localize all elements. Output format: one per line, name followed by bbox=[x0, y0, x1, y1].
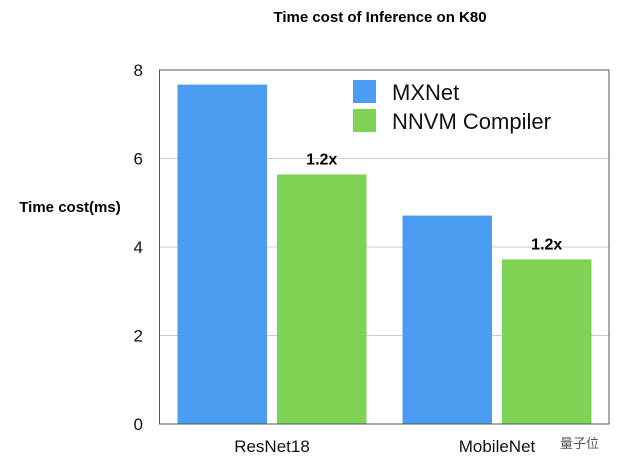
y-tick-label: 2 bbox=[134, 327, 143, 346]
bar-nnvm-compiler-resnet18 bbox=[277, 174, 367, 424]
legend-label: MXNet bbox=[392, 80, 459, 105]
bar-nnvm-compiler-mobilenet bbox=[502, 259, 592, 424]
legend-swatch bbox=[353, 109, 376, 132]
y-tick-label: 0 bbox=[134, 415, 143, 434]
watermark: 量子位 bbox=[560, 436, 599, 451]
y-tick-label: 8 bbox=[134, 61, 143, 80]
chart-title: Time cost of Inference on K80 bbox=[273, 9, 486, 26]
legend-swatch bbox=[353, 80, 376, 103]
bar-mxnet-resnet18 bbox=[177, 84, 267, 424]
data-label: 1.2x bbox=[306, 151, 337, 168]
y-axis-label: Time cost(ms) bbox=[19, 199, 120, 216]
y-tick-label: 6 bbox=[134, 150, 143, 169]
bar-mxnet-mobilenet bbox=[402, 215, 492, 424]
x-tick-label: MobileNet bbox=[459, 437, 536, 456]
y-tick-label: 4 bbox=[134, 238, 143, 257]
x-tick-label: ResNet18 bbox=[234, 437, 310, 456]
data-label: 1.2x bbox=[531, 236, 562, 253]
plot-frame bbox=[159, 69, 610, 425]
legend-label: NNVM Compiler bbox=[392, 109, 551, 134]
